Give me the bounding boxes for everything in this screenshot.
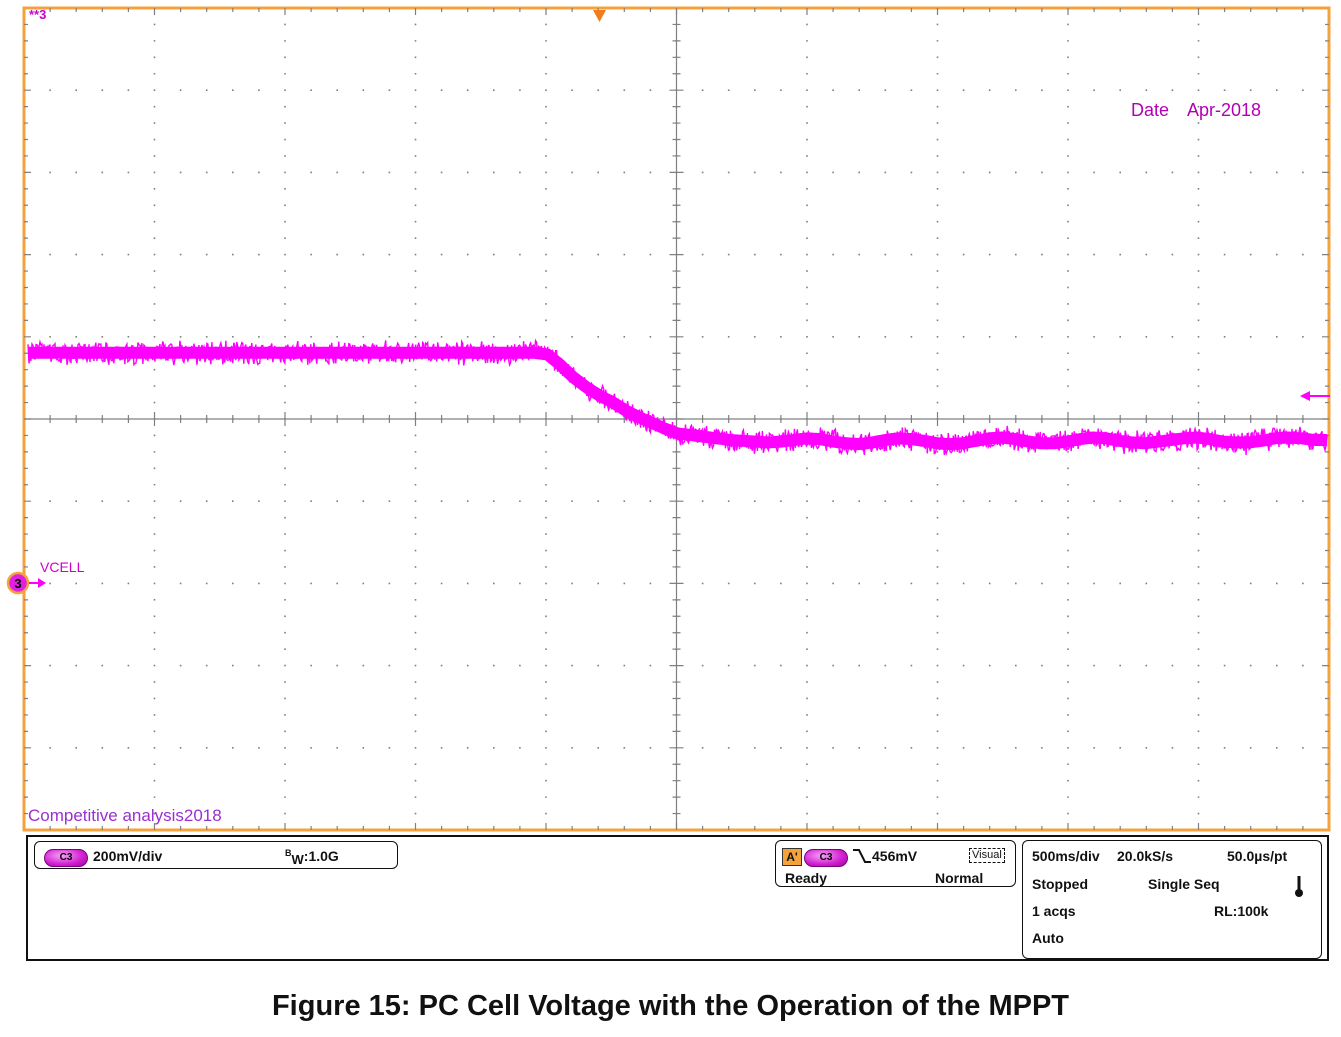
record-length: RL:100k: [1214, 903, 1269, 919]
volts-per-div: 200mV/div: [93, 848, 163, 864]
bandwidth-value: :1.0G: [303, 848, 339, 864]
trigger-visual-badge[interactable]: Visual: [969, 848, 1005, 863]
time-per-point: 50.0µs/pt: [1227, 848, 1288, 864]
channel-readout-box[interactable]: [34, 841, 398, 869]
bandwidth-sub: W: [291, 852, 304, 867]
trigger-level-arrow[interactable]: [1300, 391, 1330, 401]
acquisition-readout-box[interactable]: [1022, 840, 1322, 959]
trace-core: [25, 346, 1330, 451]
bandwidth-prefix: B: [285, 848, 292, 858]
graticule: [24, 8, 1329, 830]
watermark-text: Competitive analysis2018: [28, 806, 222, 825]
falling-edge-icon: [853, 849, 871, 863]
auto-mode: Auto: [1032, 930, 1064, 946]
trigger-channel-pill[interactable]: C3: [804, 849, 848, 867]
top-channel-marker: **3: [29, 7, 46, 22]
acquisition-mode: Single Seq: [1148, 876, 1220, 892]
trigger-readout-box[interactable]: [775, 840, 1016, 887]
acquisition-count: 1 acqs: [1032, 903, 1076, 919]
figure-caption: Figure 15: PC Cell Voltage with the Oper…: [271, 990, 1070, 1022]
date-value: Apr-2018: [1187, 100, 1261, 120]
sample-rate: 20.0kS/s: [1117, 848, 1174, 864]
trigger-level: 456mV: [872, 848, 918, 864]
channel-3-number: 3: [14, 576, 21, 591]
trigger-position-marker[interactable]: [593, 10, 606, 22]
date-label: Date: [1131, 100, 1169, 120]
acquisition-state: Stopped: [1032, 876, 1088, 892]
axis-ticks: [24, 8, 1329, 830]
channel-3-ground-marker[interactable]: 3: [6, 571, 46, 595]
trigger-source-prefix: A': [782, 848, 802, 866]
vcell-trace: [25, 338, 1330, 456]
channel-3-pill[interactable]: C3: [44, 849, 88, 867]
bandwidth-readout: BW:1.0G: [285, 848, 339, 867]
thermometer-icon: [1295, 876, 1303, 897]
channel-label: VCELL: [40, 559, 85, 575]
trigger-mode: Normal: [935, 870, 984, 886]
time-per-div: 500ms/div: [1032, 848, 1100, 864]
trigger-state: Ready: [785, 870, 828, 886]
